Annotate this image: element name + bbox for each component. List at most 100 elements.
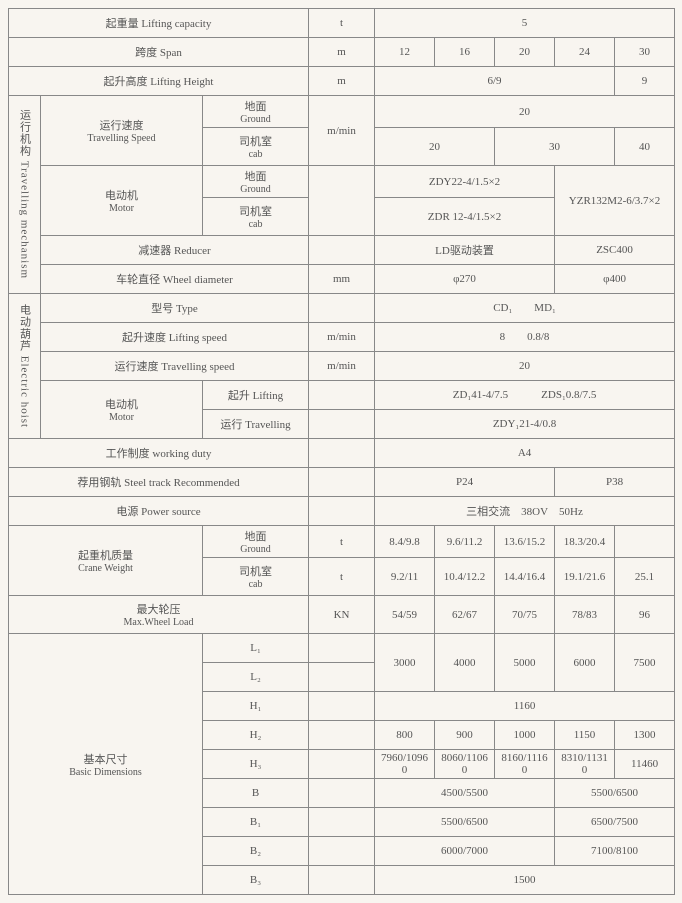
val-span-3: 24 (555, 38, 615, 67)
val-B2b: 7100/8100 (555, 837, 675, 866)
label-L2: L₂ (203, 663, 309, 692)
val-reducer-a: LD驱动装置 (375, 236, 555, 265)
unit-t3: t (309, 558, 375, 596)
label-ground-1: 地面Ground (203, 96, 309, 128)
label-basic-dim: 基本尺寸Basic Dimensions (9, 634, 203, 895)
val-track-a: P24 (375, 468, 555, 497)
group-ehoist: 电动葫芦 Electric hoist (9, 294, 41, 439)
label-motor-2: 电动机Motor (41, 381, 203, 439)
label-duty: 工作制度 working duty (9, 439, 309, 468)
val-type: CD₁ MD₁ (375, 294, 675, 323)
val-span-4: 30 (615, 38, 675, 67)
val-B1b: 6500/7500 (555, 808, 675, 837)
unit-blank-14 (309, 779, 375, 808)
unit-blank-17 (309, 866, 375, 895)
cw-g-1: 9.6/11.2 (435, 526, 495, 558)
cw-g-4 (615, 526, 675, 558)
label-travspd: 运行速度 Travelling speed (41, 352, 309, 381)
H3-0: 7960/10960 (375, 750, 435, 779)
val-ts-cab-1: 30 (495, 128, 615, 166)
unit-blank-1 (309, 166, 375, 236)
label-type: 型号 Type (41, 294, 309, 323)
cw-c-4: 25.1 (615, 558, 675, 596)
H2-1: 900 (435, 721, 495, 750)
label-trav-speed: 运行速度 Travelling Speed (41, 96, 203, 166)
mw-0: 54/59 (375, 596, 435, 634)
label-H2: H₂ (203, 721, 309, 750)
L1-0: 3000 (375, 634, 435, 692)
cw-g-2: 13.6/15.2 (495, 526, 555, 558)
unit-t2: t (309, 526, 375, 558)
label-power: 电源 Power source (9, 497, 309, 526)
unit-blank-6 (309, 439, 375, 468)
unit-blank-13 (309, 750, 375, 779)
label-B1: B₁ (203, 808, 309, 837)
label-reducer: 减速器 Reducer (41, 236, 309, 265)
val-span-1: 16 (435, 38, 495, 67)
val-span-2: 20 (495, 38, 555, 67)
unit-blank-3 (309, 294, 375, 323)
unit-blank-4 (309, 381, 375, 410)
unit-m: m (309, 38, 375, 67)
label-motor-1: 电动机Motor (41, 166, 203, 236)
group-travel-mech: 运行机构 Travelling mechanism (9, 96, 41, 294)
label-H1: H₁ (203, 692, 309, 721)
label-travelling: 运行 Travelling (203, 410, 309, 439)
H3-4: 11460 (615, 750, 675, 779)
val-duty: A4 (375, 439, 675, 468)
unit-blank-10 (309, 663, 375, 692)
label-wheel-dia: 车轮直径 Wheel diameter (41, 265, 309, 294)
val-wheel-b: φ400 (555, 265, 675, 294)
label-cab-2: 司机室cab (203, 198, 309, 236)
val-span-0: 12 (375, 38, 435, 67)
val-Bb: 5500/6500 (555, 779, 675, 808)
val-B1a: 5500/6500 (375, 808, 555, 837)
L1-4: 7500 (615, 634, 675, 692)
unit-m2: m (309, 67, 375, 96)
label-cab-1: 司机室cab (203, 128, 309, 166)
val-power: 三相交流 38OV 50Hz (375, 497, 675, 526)
unit-blank-12 (309, 721, 375, 750)
label-max-wheel: 最大轮压Max.Wheel Load (9, 596, 309, 634)
val-motor-cab: ZDR 12-4/1.5×2 (375, 198, 555, 236)
val-lh-b: 9 (615, 67, 675, 96)
label-crane-weight: 起重机质量Crane Weight (9, 526, 203, 596)
unit-t: t (309, 9, 375, 38)
H3-1: 8060/11060 (435, 750, 495, 779)
unit-blank-5 (309, 410, 375, 439)
mw-3: 78/83 (555, 596, 615, 634)
val-liftspd: 8 0.8/8 (375, 323, 675, 352)
label-lifting-capacity: 起重量 Lifting capacity (9, 9, 309, 38)
unit-kn: KN (309, 596, 375, 634)
label-span: 跨度 Span (9, 38, 309, 67)
H2-3: 1150 (555, 721, 615, 750)
row-span: 跨度 Span m 12 16 20 24 30 (9, 38, 675, 67)
label-ground-3: 地面Ground (203, 526, 309, 558)
unit-mmin: m/min (309, 96, 375, 166)
val-motor-lift: ZD₁41-4/7.5 ZDS₁0.8/7.5 (375, 381, 675, 410)
label-B: B (203, 779, 309, 808)
val-wheel-a: φ270 (375, 265, 555, 294)
label-lift-height: 起升高度 Lifting Height (9, 67, 309, 96)
mw-1: 62/67 (435, 596, 495, 634)
cw-g-3: 18.3/20.4 (555, 526, 615, 558)
val-motor-trav: ZDY₁21-4/0.8 (375, 410, 675, 439)
val-B2a: 6000/7000 (375, 837, 555, 866)
mw-2: 70/75 (495, 596, 555, 634)
unit-blank-11 (309, 692, 375, 721)
val-ts-cab-0: 20 (375, 128, 495, 166)
label-lifting: 起升 Lifting (203, 381, 309, 410)
cw-g-0: 8.4/9.8 (375, 526, 435, 558)
cw-c-0: 9.2/11 (375, 558, 435, 596)
val-reducer-b: ZSC400 (555, 236, 675, 265)
cw-c-1: 10.4/12.2 (435, 558, 495, 596)
cw-c-3: 19.1/21.6 (555, 558, 615, 596)
L1-2: 5000 (495, 634, 555, 692)
label-track: 荐用钢轨 Steel track Recommended (9, 468, 309, 497)
unit-blank-2 (309, 236, 375, 265)
val-Ba: 4500/5500 (375, 779, 555, 808)
unit-mmin-3: m/min (309, 352, 375, 381)
unit-blank-9 (309, 634, 375, 663)
val-H1: 1160 (375, 692, 675, 721)
L1-1: 4000 (435, 634, 495, 692)
